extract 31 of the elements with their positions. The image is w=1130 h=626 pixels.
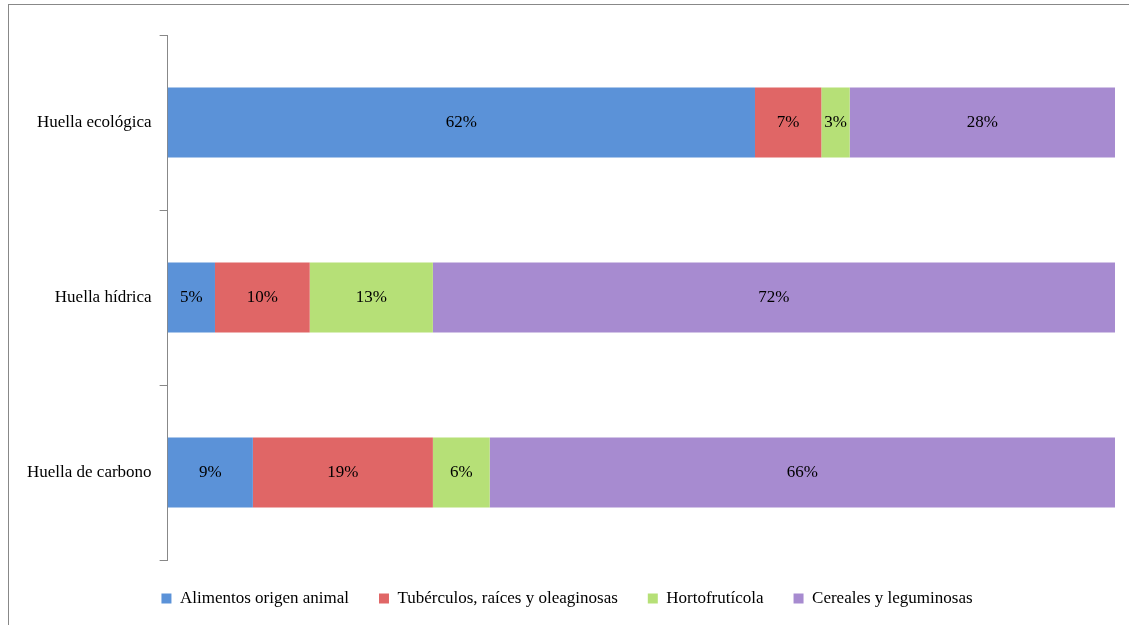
bar (167, 262, 215, 333)
legend-label: Hortofrutícola (666, 587, 764, 607)
bar (432, 262, 1115, 333)
data-label: 5% (179, 286, 203, 306)
data-label: 66% (786, 461, 818, 481)
bar (754, 87, 822, 158)
legend-label: Cereales y leguminosas (812, 587, 973, 607)
bar (432, 437, 490, 508)
legend-label: Tubérculos, raíces y oleaginosas (397, 587, 618, 607)
data-label: 7% (776, 111, 800, 131)
data-label: 72% (758, 286, 790, 306)
y-tick-label: Huella ecológica (36, 111, 153, 131)
y-tick-label: Huella de carbono (26, 461, 152, 481)
data-label: 62% (445, 111, 477, 131)
data-label: 13% (355, 286, 387, 306)
data-label: 19% (327, 461, 359, 481)
bar (821, 87, 850, 158)
bar (252, 437, 433, 508)
bar (309, 262, 433, 333)
y-tick-label: Huella hídrica (54, 286, 153, 306)
bar (489, 437, 1115, 508)
data-label: 28% (966, 111, 998, 131)
data-label: 10% (246, 286, 278, 306)
data-label: 9% (198, 461, 222, 481)
data-label: 3% (824, 111, 847, 131)
bar (167, 437, 253, 508)
bar (167, 87, 755, 158)
bar (849, 87, 1115, 158)
legend-label: Alimentos origen animal (179, 587, 350, 607)
bar (214, 262, 310, 333)
data-label: 6% (449, 461, 473, 481)
